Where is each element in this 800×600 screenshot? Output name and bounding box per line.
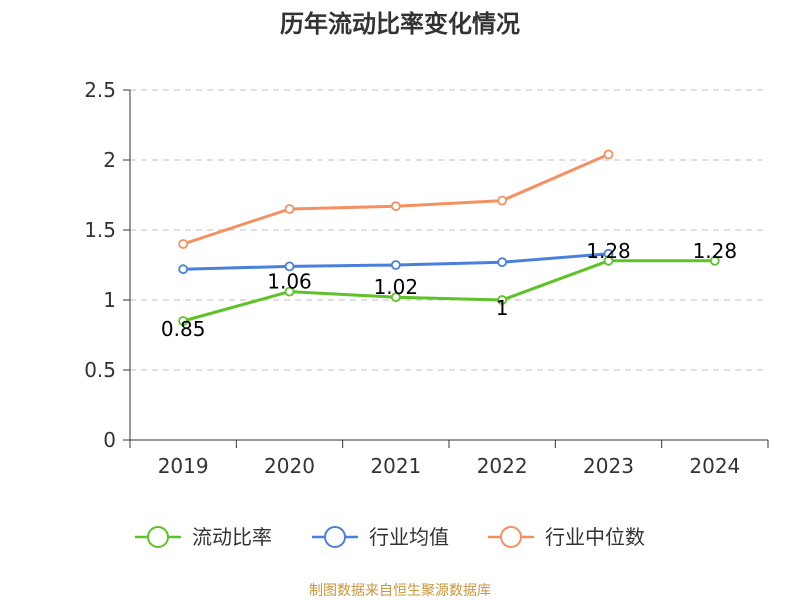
data-label: 0.85 (161, 317, 206, 341)
data-point[interactable] (284, 286, 295, 297)
axes: 0 0.5 1 1.5 2 2.5 2019 2020 2021 2022 2023 2024 (84, 78, 769, 478)
data-labels: 0.85 1.06 1.02 1 1.28 1.28 (161, 239, 737, 341)
data-point[interactable] (178, 264, 189, 275)
data-point[interactable] (603, 255, 614, 266)
x-tick-label: 2021 (370, 454, 421, 478)
data-point[interactable] (390, 260, 401, 270)
data-label: 1.28 (586, 239, 631, 263)
data-point[interactable] (178, 239, 189, 249)
y-tick-label: 2.5 (84, 78, 116, 102)
source-note: 制图数据来自恒生聚源数据库 (309, 583, 491, 599)
series-lines (182, 153, 715, 323)
data-point[interactable] (284, 261, 295, 272)
data-label: 1.28 (693, 239, 738, 263)
x-tick-label: 2019 (158, 454, 209, 478)
y-tick-label: 0.5 (84, 358, 116, 382)
legend-marker (324, 526, 346, 548)
legend-item[interactable]: 行业中位数 (488, 525, 645, 549)
legend-marker (147, 526, 169, 548)
legend[interactable]: 流动比率 行业均值 行业中位数 (135, 525, 645, 549)
legend-item[interactable]: 流动比率 (135, 525, 272, 549)
data-point[interactable] (497, 257, 508, 268)
legend-item[interactable]: 行业均值 (312, 525, 449, 549)
x-tick-label: 2020 (264, 454, 315, 478)
data-point[interactable] (603, 149, 614, 160)
y-tick-label: 2 (103, 148, 116, 172)
x-tick-label: 2022 (477, 454, 528, 478)
series-points (178, 149, 720, 326)
chart-title: 历年流动比率变化情况 (280, 10, 520, 38)
legend-label: 行业中位数 (545, 525, 645, 549)
data-point[interactable] (284, 204, 295, 214)
data-point[interactable] (709, 255, 720, 266)
data-point[interactable] (390, 292, 401, 303)
data-point[interactable] (497, 195, 508, 206)
y-tick-label: 1 (103, 288, 116, 312)
legend-label: 行业均值 (369, 525, 449, 549)
x-tick-label: 2023 (583, 454, 634, 478)
data-point[interactable] (178, 316, 189, 326)
y-tick-label: 1.5 (84, 218, 116, 242)
legend-label: 流动比率 (192, 525, 272, 549)
legend-marker (500, 526, 522, 548)
data-point[interactable] (497, 295, 508, 305)
data-label: 1.02 (374, 275, 419, 299)
series-line (182, 259, 715, 323)
data-point[interactable] (390, 201, 401, 212)
data-label: 1.06 (267, 270, 312, 294)
data-label: 1 (496, 296, 509, 320)
x-tick-label: 2024 (689, 454, 740, 478)
y-tick-label: 0 (103, 428, 116, 452)
